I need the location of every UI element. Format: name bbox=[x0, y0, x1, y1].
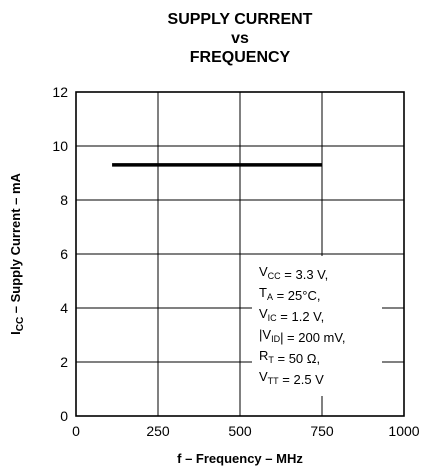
plot-frame bbox=[75, 91, 405, 417]
test-conditions-annotation: VCC = 3.3 V,TA = 25°C,VIC = 1.2 V,|VID| … bbox=[252, 256, 382, 396]
x-tick-label: 500 bbox=[228, 423, 252, 439]
y-axis-label-subscript: CC bbox=[15, 317, 26, 331]
y-tick-label: 2 bbox=[60, 354, 68, 370]
condition-text: V bbox=[259, 306, 268, 321]
condition-text: R bbox=[259, 348, 268, 363]
condition-subscript: CC bbox=[268, 271, 281, 281]
condition-text: |V bbox=[259, 327, 271, 342]
x-tick-label: 1000 bbox=[388, 423, 419, 439]
y-tick-label: 12 bbox=[52, 84, 68, 100]
condition-text: = 3.3 V, bbox=[281, 267, 329, 282]
y-axis-label-main: I bbox=[8, 331, 23, 335]
condition-subscript: ID bbox=[271, 334, 281, 344]
condition-line: VCC = 3.3 V, bbox=[259, 264, 328, 282]
condition-text: V bbox=[259, 369, 268, 384]
plot-area-border bbox=[75, 91, 405, 417]
chart-title-line: vs bbox=[231, 30, 249, 47]
grid-lines bbox=[76, 92, 404, 416]
condition-text: V bbox=[259, 264, 268, 279]
chart-title-line: SUPPLY CURRENT bbox=[168, 11, 313, 28]
condition-line: VTT = 2.5 V bbox=[259, 369, 324, 387]
condition-text: T bbox=[259, 285, 267, 300]
y-tick-labels: 0 2 4 6 8 10 12 bbox=[52, 84, 68, 424]
y-tick-label: 6 bbox=[60, 246, 68, 262]
y-tick-label: 0 bbox=[60, 408, 68, 424]
condition-line: VIC = 1.2 V, bbox=[259, 306, 324, 324]
condition-text: = 1.2 V, bbox=[277, 309, 325, 324]
x-tick-label: 750 bbox=[310, 423, 334, 439]
condition-text: = 2.5 V bbox=[279, 372, 324, 387]
x-tick-label: 0 bbox=[72, 423, 80, 439]
condition-line: |VID| = 200 mV, bbox=[259, 327, 345, 345]
y-axis-label: ICC – Supply Current – mA bbox=[8, 172, 26, 334]
condition-text: | = 200 mV, bbox=[280, 330, 345, 345]
x-tick-label: 250 bbox=[146, 423, 170, 439]
condition-subscript: TT bbox=[268, 376, 279, 386]
condition-line: TA = 25°C, bbox=[259, 285, 320, 303]
chart-title-line: FREQUENCY bbox=[190, 49, 291, 66]
condition-line: RT = 50 Ω, bbox=[259, 348, 320, 366]
conditions-background bbox=[252, 256, 382, 396]
y-tick-label: 8 bbox=[60, 192, 68, 208]
condition-subscript: A bbox=[267, 292, 273, 302]
condition-subscript: IC bbox=[268, 313, 278, 323]
y-axis-label-rest: – Supply Current – mA bbox=[8, 172, 23, 316]
chart-title: SUPPLY CURRENT vs FREQUENCY bbox=[168, 11, 313, 66]
condition-text: = 25°C, bbox=[273, 288, 320, 303]
x-axis-label: f – Frequency – MHz bbox=[177, 451, 303, 466]
x-tick-labels: 0 250 500 750 1000 bbox=[72, 423, 420, 439]
y-tick-label: 4 bbox=[60, 300, 68, 316]
condition-text: = 50 Ω, bbox=[274, 351, 320, 366]
y-tick-label: 10 bbox=[52, 138, 68, 154]
condition-subscript: T bbox=[268, 355, 274, 365]
